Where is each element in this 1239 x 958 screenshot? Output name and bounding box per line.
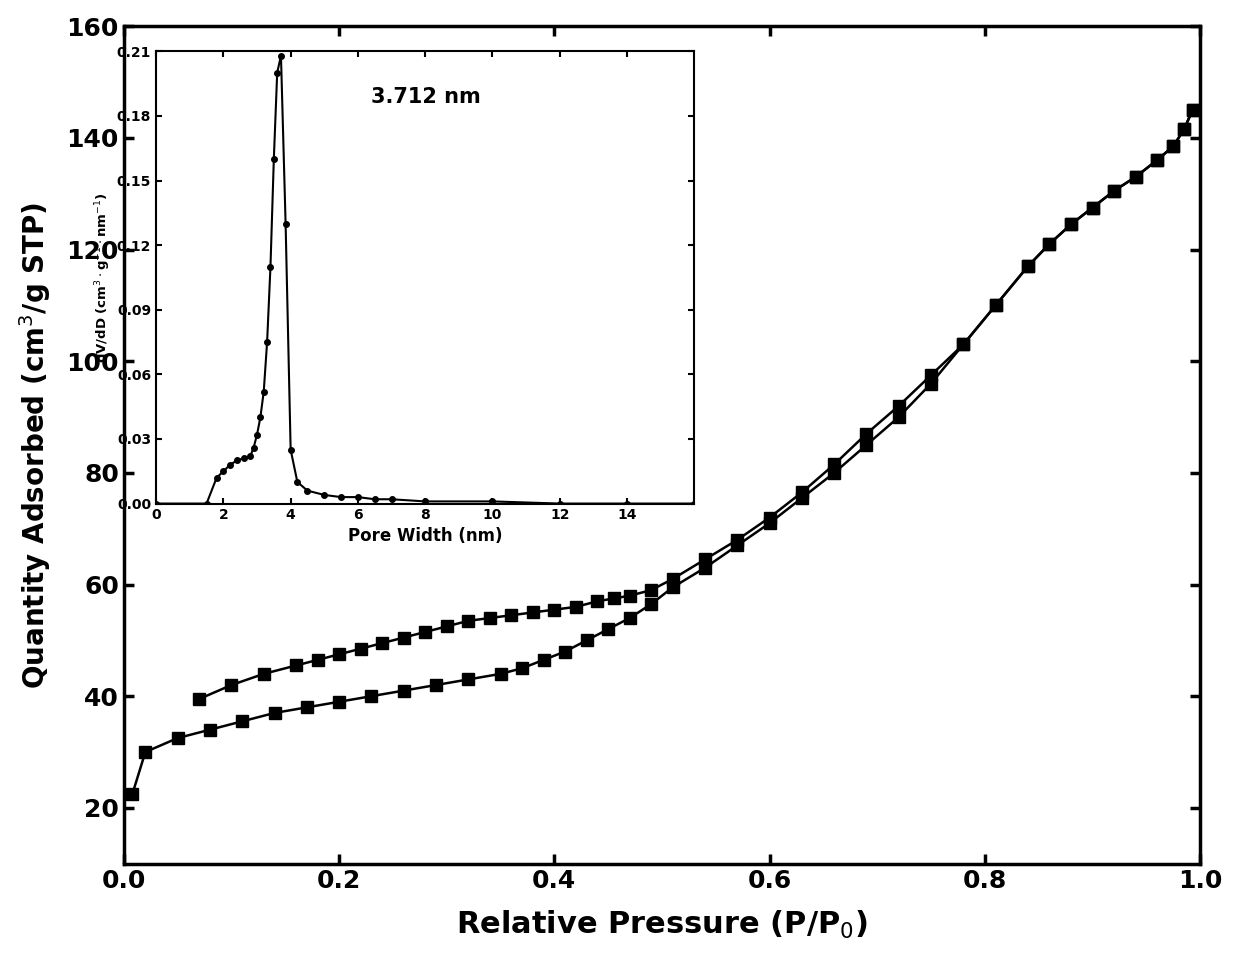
Y-axis label: Quantity Adsorbed (cm$^3$/g STP): Quantity Adsorbed (cm$^3$/g STP) <box>16 201 52 689</box>
X-axis label: Relative Pressure (P/P$_0$): Relative Pressure (P/P$_0$) <box>456 909 867 942</box>
